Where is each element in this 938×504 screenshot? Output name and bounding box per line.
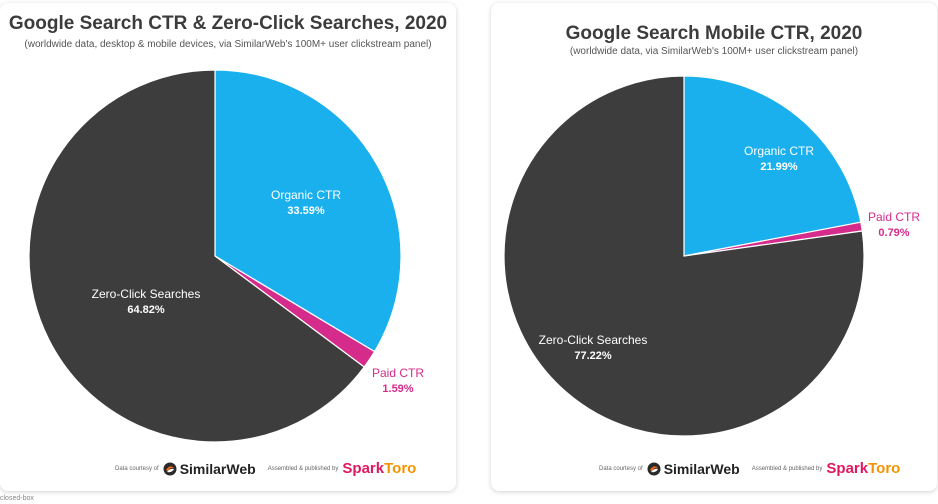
slice-label-organic: Organic CTR [271,188,341,202]
slice-zero-click [28,69,366,443]
attribution-footer: Data courtesy of SimilarWeb Assembled & … [599,460,900,477]
pie-chart-mobile: Organic CTR 21.99% Zero-Click Searches 7… [503,75,920,437]
sparktoro-logo-spark: Spark [342,460,385,477]
slice-label-paid: Paid CTR [868,210,920,224]
slice-label-zero-click: Zero-Click Searches [92,287,201,301]
chart-panel-combined: Google Search CTR & Zero-Click Searches,… [0,3,456,491]
chart-title: Google Search CTR & Zero-Click Searches,… [8,13,448,34]
chart-subtitle: (worldwide data, via SimilarWeb's 100M+ … [569,46,859,57]
image-caption: closed-box [0,495,34,502]
slice-value-organic: 21.99% [760,161,798,173]
similarweb-logo-icon [647,462,661,475]
slice-value-paid: 1.59% [382,383,413,395]
slice-label-zero-click: Zero-Click Searches [539,333,648,347]
sparktoro-logo-spark: Spark [826,460,869,477]
chart-panel-mobile: Google Search Mobile CTR, 2020 (worldwid… [491,3,937,491]
data-courtesy-text: Data courtesy of [599,465,643,472]
similarweb-logo-text: SimilarWeb [179,460,256,477]
slice-label-organic: Organic CTR [744,144,814,158]
sparktoro-logo-toro: Toro [868,460,901,477]
chart-title: Google Search Mobile CTR, 2020 [565,23,863,44]
sparktoro-logo: SparkToro [826,460,900,477]
slice-value-paid: 0.79% [878,227,909,239]
attribution-footer: Data courtesy of SimilarWeb Assembled & … [115,460,416,477]
slice-value-organic: 33.59% [287,205,325,217]
data-courtesy-text: Data courtesy of [115,465,159,472]
pie-chart-combined: Organic CTR 33.59% Zero-Click Searches 6… [28,69,424,443]
slice-label-paid: Paid CTR [372,366,424,380]
chart-subtitle: (worldwide data, desktop & mobile device… [24,39,432,50]
assembled-text: Assembled & published by [751,465,823,472]
assembled-text: Assembled & published by [267,465,339,472]
slice-organic-ctr [683,75,862,257]
sparktoro-logo-toro: Toro [384,460,417,477]
similarweb-logo-icon [163,462,177,475]
slice-value-zero-click: 77.22% [574,350,612,362]
slice-value-zero-click: 64.82% [127,304,165,316]
similarweb-logo-text: SimilarWeb [663,460,740,477]
slice-organic-ctr [214,69,402,353]
sparktoro-logo: SparkToro [342,460,416,477]
slice-zero-click [503,75,865,437]
